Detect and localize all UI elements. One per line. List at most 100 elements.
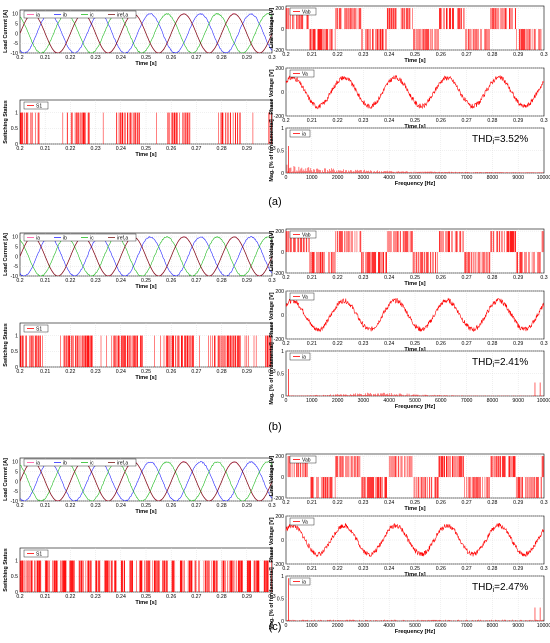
spectrum-xtick-label: 7000 xyxy=(461,175,473,181)
spectrum-xtick-label: 3000 xyxy=(358,623,370,629)
spectrum-ytick-label: 0.5 xyxy=(277,596,284,602)
load-current-xtick-label: 0.26 xyxy=(166,278,176,284)
line-voltage-xtick-label: 0.27 xyxy=(462,52,472,58)
spectrum-xtick-label: 5000 xyxy=(409,175,421,181)
spectrum-xtick-label: 7000 xyxy=(461,623,473,629)
switching-status-xtick-label: 0.26 xyxy=(166,146,176,152)
spectrum-xtick-label: 9000 xyxy=(512,398,524,404)
phase-voltage-xtick-label: 0.27 xyxy=(462,341,472,347)
phase-voltage-ytick-label: -200 xyxy=(274,114,284,120)
phase-voltage-xtick-label: 0.26 xyxy=(436,341,446,347)
load-current-ytick-label: 10 xyxy=(12,235,18,241)
phase-voltage-ytick-label: 200 xyxy=(275,66,284,72)
load-current-legend-label: iref,a xyxy=(117,460,128,466)
load-current-line-iref-a xyxy=(20,461,272,501)
load-current-xtick-label: 0.24 xyxy=(116,55,126,61)
phase-voltage-ytick-label: 200 xyxy=(275,289,284,295)
spectrum-xtick-label: 6000 xyxy=(435,175,447,181)
load-current-legend-label: ia xyxy=(36,460,40,466)
spectrum-ytick-label: 0.5 xyxy=(277,371,284,377)
spectrum-xtick-label: 4000 xyxy=(383,398,395,404)
load-current-xlabel: Time [s] xyxy=(135,61,156,67)
switching-status-xtick-label: 0.29 xyxy=(242,594,252,600)
phase-voltage-xtick-label: 0.25 xyxy=(410,566,420,572)
spectrum-ytick-label: 0.5 xyxy=(277,148,284,154)
switching-status-xtick-label: 0.28 xyxy=(217,146,227,152)
phase-voltage-xtick-label: 0.23 xyxy=(358,341,368,347)
line-voltage-ytick-label: 0 xyxy=(281,27,284,33)
line-voltage-xtick-label: 0.28 xyxy=(487,275,497,281)
switching-status-xtick-label: 0.24 xyxy=(116,594,126,600)
phase-voltage-xtick-label: 0.26 xyxy=(436,118,446,124)
load-current-line-iref-a xyxy=(20,236,272,276)
switching-status-ytick-label: 1 xyxy=(15,333,18,339)
switching-status-xtick-label: 0.27 xyxy=(191,146,201,152)
switching-status-xtick-label: 0.22 xyxy=(65,594,75,600)
line-voltage-xtick-label: 0.21 xyxy=(307,275,317,281)
spectrum-ylabel: Mag. [% of fundamental] xyxy=(269,342,275,404)
switching-status-ytick-label: 0 xyxy=(15,365,18,371)
phase-voltage-xtick-label: 0.3 xyxy=(540,118,547,124)
load-current-xtick-label: 0.22 xyxy=(65,55,75,61)
load-current-legend-box xyxy=(23,10,137,19)
line-voltage-ytick-label: 200 xyxy=(275,454,284,460)
load-current-ytick-label: 0 xyxy=(15,479,18,485)
switching-status-xtick-label: 0.23 xyxy=(91,369,101,375)
spectrum-xtick-label: 3000 xyxy=(358,398,370,404)
load-current-xtick-label: 0.25 xyxy=(141,278,151,284)
thd-value: =2.41% xyxy=(494,357,528,368)
switching-status-xtick-label: 0.27 xyxy=(191,594,201,600)
spectrum-legend-label: ia xyxy=(302,354,306,360)
switching-status-ytick-label: 0 xyxy=(15,590,18,596)
spectrum-ytick-label: 0 xyxy=(281,394,284,400)
line-voltage-legend-label: Vab xyxy=(302,457,311,463)
load-current-ytick-label: -10 xyxy=(11,499,19,505)
switching-status-ytick-label: 1 xyxy=(15,558,18,564)
line-voltage-xtick-label: 0.24 xyxy=(384,500,394,506)
line-voltage-xtick-label: 0.26 xyxy=(436,500,446,506)
spectrum-xtick-label: 9000 xyxy=(512,623,524,629)
switching-status-xtick-label: 0.24 xyxy=(116,369,126,375)
spectrum-xtick-label: 5000 xyxy=(409,623,421,629)
switching-status-xtick-label: 0.21 xyxy=(40,594,50,600)
load-current-xtick-label: 0.2 xyxy=(16,503,23,509)
switching-status-xtick-label: 0.3 xyxy=(268,369,275,375)
line-voltage-xtick-label: 0.28 xyxy=(487,52,497,58)
phase-voltage-xtick-label: 0.2 xyxy=(282,341,289,347)
thd-value: =2.47% xyxy=(494,582,528,593)
load-current-legend-label: ic xyxy=(90,235,94,241)
line-voltage-xlabel: Time [s] xyxy=(404,506,425,512)
load-current-legend-label: ia xyxy=(36,12,40,18)
thd-subscript: i xyxy=(493,362,495,369)
phase-voltage-xtick-label: 0.29 xyxy=(513,118,523,124)
phase-voltage-ytick-label: -200 xyxy=(274,562,284,568)
line-voltage-xtick-label: 0.23 xyxy=(358,275,368,281)
load-current-xtick-label: 0.25 xyxy=(141,503,151,509)
load-current-ytick-label: -10 xyxy=(11,51,19,57)
phase-voltage-line xyxy=(285,297,545,333)
phase-voltage-xtick-label: 0.2 xyxy=(282,118,289,124)
switching-status-xtick-label: 0.21 xyxy=(40,146,50,152)
phase-voltage-xtick-label: 0.28 xyxy=(487,341,497,347)
switching-status-series xyxy=(20,335,272,367)
spectrum-legend-label: ia xyxy=(302,579,306,585)
switching-status-xtick-label: 0.25 xyxy=(141,594,151,600)
load-current-line-ib xyxy=(20,13,272,53)
load-current-xtick-label: 0.29 xyxy=(242,503,252,509)
load-current-legend-label: iref,a xyxy=(117,235,128,241)
load-current-line-ib xyxy=(20,236,272,276)
switching-status-ytick-label: 1 xyxy=(15,110,18,116)
thd-label: THD xyxy=(472,134,493,145)
panel-caption: (a) xyxy=(268,196,281,208)
switching-status-legend-label: S1 xyxy=(36,551,42,557)
switching-status-series xyxy=(20,112,272,144)
spectrum-ytick-label: 1 xyxy=(281,349,284,355)
spectrum-xtick-label: 8000 xyxy=(487,175,499,181)
phase-voltage-line xyxy=(285,522,545,558)
line-voltage-xtick-label: 0.21 xyxy=(307,500,317,506)
load-current-xtick-label: 0.24 xyxy=(116,503,126,509)
load-current-ytick-label: 5 xyxy=(15,469,18,475)
spectrum-xtick-label: 8000 xyxy=(487,398,499,404)
load-current-xtick-label: 0.27 xyxy=(191,55,201,61)
phase-voltage-xtick-label: 0.22 xyxy=(333,566,343,572)
